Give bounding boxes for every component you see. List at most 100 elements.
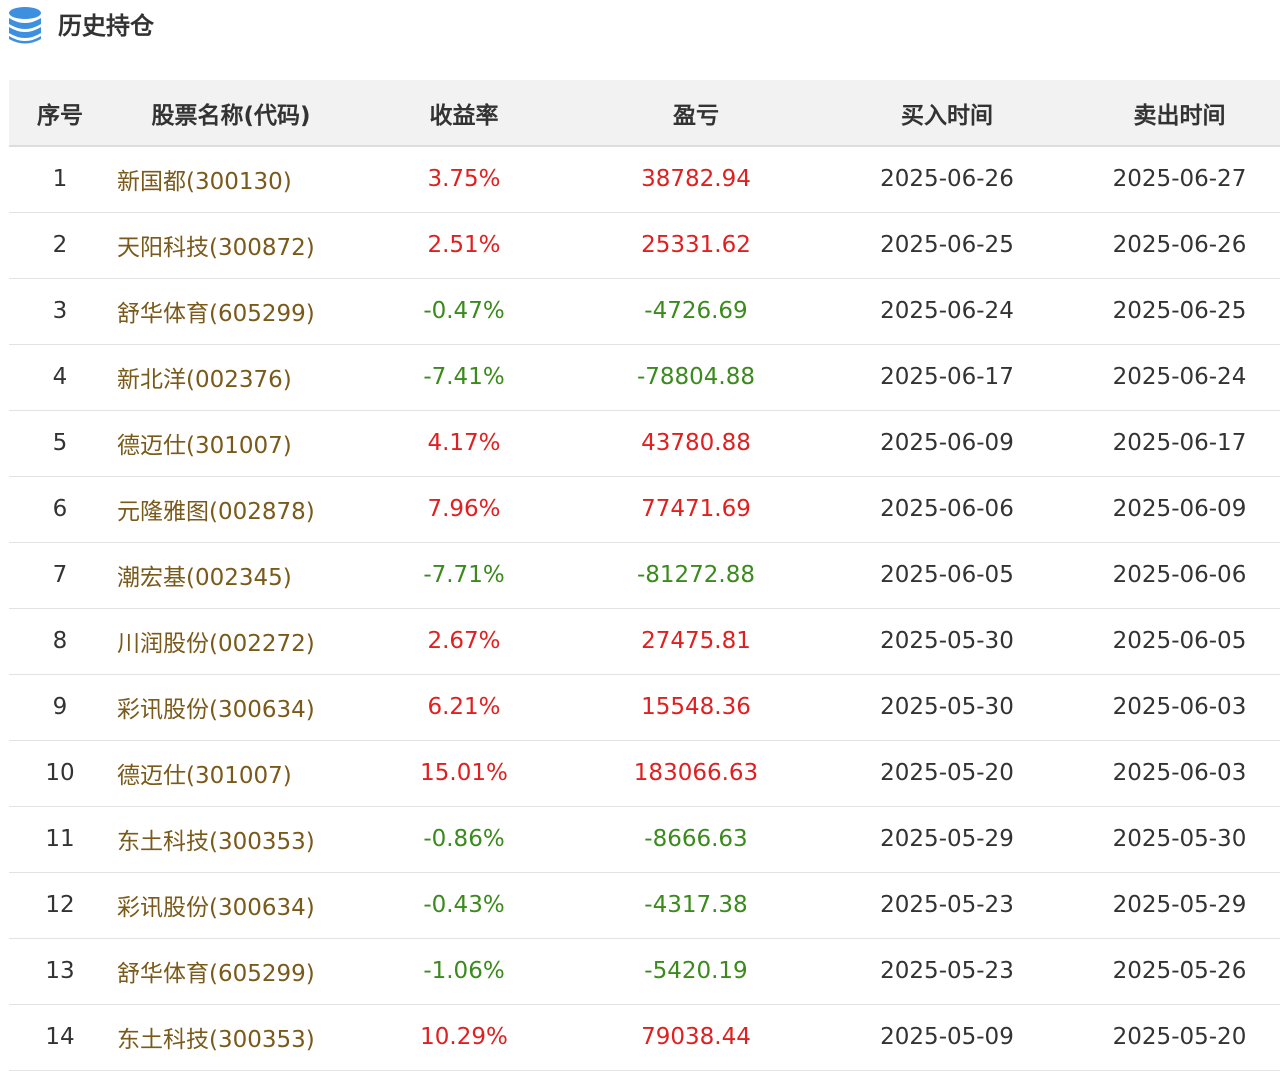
sell-date-cell: 2025-06-17	[1079, 410, 1280, 477]
profit-loss-cell: -81272.88	[577, 542, 815, 609]
return-rate-cell: 4.17%	[351, 410, 577, 477]
profit-loss-cell: 77471.69	[577, 476, 815, 543]
table-row: 6 元隆雅图(002878) 7.96% 77471.69 2025-06-06 2025…	[9, 476, 1280, 543]
return-rate-cell: -7.71%	[351, 542, 577, 609]
buy-date-cell: 2025-05-20	[815, 740, 1079, 807]
profit-loss-cell: 27475.81	[577, 608, 815, 675]
return-rate-cell: 6.21%	[351, 674, 577, 741]
row-index: 14	[9, 1004, 111, 1071]
page-header: 历史持仓	[0, 0, 1280, 52]
buy-date-cell: 2025-05-30	[815, 674, 1079, 741]
stock-name-link[interactable]: 舒华体育(605299)	[111, 278, 351, 345]
buy-date-cell: 2025-05-29	[815, 806, 1079, 873]
column-header-buy-date: 买入时间	[815, 80, 1079, 147]
buy-date-cell: 2025-06-25	[815, 212, 1079, 279]
table-row: 4 新北洋(002376) -7.41% -78804.88 2025-06-17 202…	[9, 344, 1280, 411]
row-index: 7	[9, 542, 111, 609]
return-rate-cell: -0.47%	[351, 278, 577, 345]
row-index: 10	[9, 740, 111, 807]
sell-date-cell: 2025-06-24	[1079, 344, 1280, 411]
table-row: 13 舒华体育(605299) -1.06% -5420.19 2025-05-23 20…	[9, 938, 1280, 1005]
column-header-profit-loss: 盈亏	[577, 80, 815, 147]
sell-date-cell: 2025-06-27	[1079, 146, 1280, 213]
history-holdings-table: 序号 股票名称(代码) 收益率 盈亏 买入时间 卖出时间 1 新国都(300130…	[9, 80, 1280, 1071]
stock-name-link[interactable]: 彩讯股份(300634)	[111, 872, 351, 939]
return-rate-cell: -0.86%	[351, 806, 577, 873]
buy-date-cell: 2025-06-26	[815, 146, 1079, 213]
profit-loss-cell: -78804.88	[577, 344, 815, 411]
table-row: 10 德迈仕(301007) 15.01% 183066.63 2025-05-20 20…	[9, 740, 1280, 807]
buy-date-cell: 2025-06-17	[815, 344, 1079, 411]
stock-name-link[interactable]: 元隆雅图(002878)	[111, 476, 351, 543]
sell-date-cell: 2025-06-09	[1079, 476, 1280, 543]
row-index: 1	[9, 146, 111, 213]
row-index: 3	[9, 278, 111, 345]
return-rate-cell: 3.75%	[351, 146, 577, 213]
buy-date-cell: 2025-05-30	[815, 608, 1079, 675]
table-row: 11 东土科技(300353) -0.86% -8666.63 2025-05-29 20…	[9, 806, 1280, 873]
return-rate-cell: -1.06%	[351, 938, 577, 1005]
return-rate-cell: 15.01%	[351, 740, 577, 807]
row-index: 5	[9, 410, 111, 477]
row-index: 12	[9, 872, 111, 939]
table-row: 5 德迈仕(301007) 4.17% 43780.88 2025-06-09 2025-…	[9, 410, 1280, 477]
profit-loss-cell: 79038.44	[577, 1004, 815, 1071]
column-header-index: 序号	[9, 80, 111, 147]
buy-date-cell: 2025-06-05	[815, 542, 1079, 609]
table-row: 2 天阳科技(300872) 2.51% 25331.62 2025-06-25 2025…	[9, 212, 1280, 279]
stock-name-link[interactable]: 天阳科技(300872)	[111, 212, 351, 279]
table-row: 12 彩讯股份(300634) -0.43% -4317.38 2025-05-23 20…	[9, 872, 1280, 939]
profit-loss-cell: -4317.38	[577, 872, 815, 939]
database-icon	[9, 7, 41, 44]
row-index: 13	[9, 938, 111, 1005]
buy-date-cell: 2025-05-09	[815, 1004, 1079, 1071]
stock-name-link[interactable]: 彩讯股份(300634)	[111, 674, 351, 741]
return-rate-cell: 10.29%	[351, 1004, 577, 1071]
stock-name-link[interactable]: 德迈仕(301007)	[111, 740, 351, 807]
profit-loss-cell: -5420.19	[577, 938, 815, 1005]
sell-date-cell: 2025-06-03	[1079, 674, 1280, 741]
stock-name-link[interactable]: 东土科技(300353)	[111, 1004, 351, 1071]
profit-loss-cell: 15548.36	[577, 674, 815, 741]
sell-date-cell: 2025-06-26	[1079, 212, 1280, 279]
row-index: 9	[9, 674, 111, 741]
stock-name-link[interactable]: 东土科技(300353)	[111, 806, 351, 873]
return-rate-cell: 2.51%	[351, 212, 577, 279]
sell-date-cell: 2025-05-30	[1079, 806, 1280, 873]
stock-name-link[interactable]: 德迈仕(301007)	[111, 410, 351, 477]
return-rate-cell: 2.67%	[351, 608, 577, 675]
sell-date-cell: 2025-06-05	[1079, 608, 1280, 675]
buy-date-cell: 2025-06-06	[815, 476, 1079, 543]
page-title: 历史持仓	[58, 12, 154, 40]
stock-name-link[interactable]: 潮宏基(002345)	[111, 542, 351, 609]
sell-date-cell: 2025-05-20	[1079, 1004, 1280, 1071]
row-index: 6	[9, 476, 111, 543]
stock-name-link[interactable]: 新北洋(002376)	[111, 344, 351, 411]
table-row: 8 川润股份(002272) 2.67% 27475.81 2025-05-30 2025…	[9, 608, 1280, 675]
stock-name-link[interactable]: 新国都(300130)	[111, 146, 351, 213]
buy-date-cell: 2025-05-23	[815, 938, 1079, 1005]
table-row: 1 新国都(300130) 3.75% 38782.94 2025-06-26 2025-…	[9, 146, 1280, 213]
table-row: 14 东土科技(300353) 10.29% 79038.44 2025-05-09 20…	[9, 1004, 1280, 1071]
buy-date-cell: 2025-06-24	[815, 278, 1079, 345]
return-rate-cell: 7.96%	[351, 476, 577, 543]
profit-loss-cell: -4726.69	[577, 278, 815, 345]
row-index: 8	[9, 608, 111, 675]
column-header-stock-name: 股票名称(代码)	[111, 80, 351, 147]
stock-name-link[interactable]: 舒华体育(605299)	[111, 938, 351, 1005]
sell-date-cell: 2025-06-03	[1079, 740, 1280, 807]
table-row: 3 舒华体育(605299) -0.47% -4726.69 2025-06-24 202…	[9, 278, 1280, 345]
table-row: 9 彩讯股份(300634) 6.21% 15548.36 2025-05-30 2025…	[9, 674, 1280, 741]
sell-date-cell: 2025-06-25	[1079, 278, 1280, 345]
profit-loss-cell: 25331.62	[577, 212, 815, 279]
buy-date-cell: 2025-05-23	[815, 872, 1079, 939]
sell-date-cell: 2025-06-06	[1079, 542, 1280, 609]
profit-loss-cell: -8666.63	[577, 806, 815, 873]
sell-date-cell: 2025-05-29	[1079, 872, 1280, 939]
row-index: 2	[9, 212, 111, 279]
column-header-return-rate: 收益率	[351, 80, 577, 147]
table-header-row: 序号 股票名称(代码) 收益率 盈亏 买入时间 卖出时间	[9, 80, 1280, 147]
table-row: 7 潮宏基(002345) -7.71% -81272.88 2025-06-05 202…	[9, 542, 1280, 609]
stock-name-link[interactable]: 川润股份(002272)	[111, 608, 351, 675]
profit-loss-cell: 183066.63	[577, 740, 815, 807]
